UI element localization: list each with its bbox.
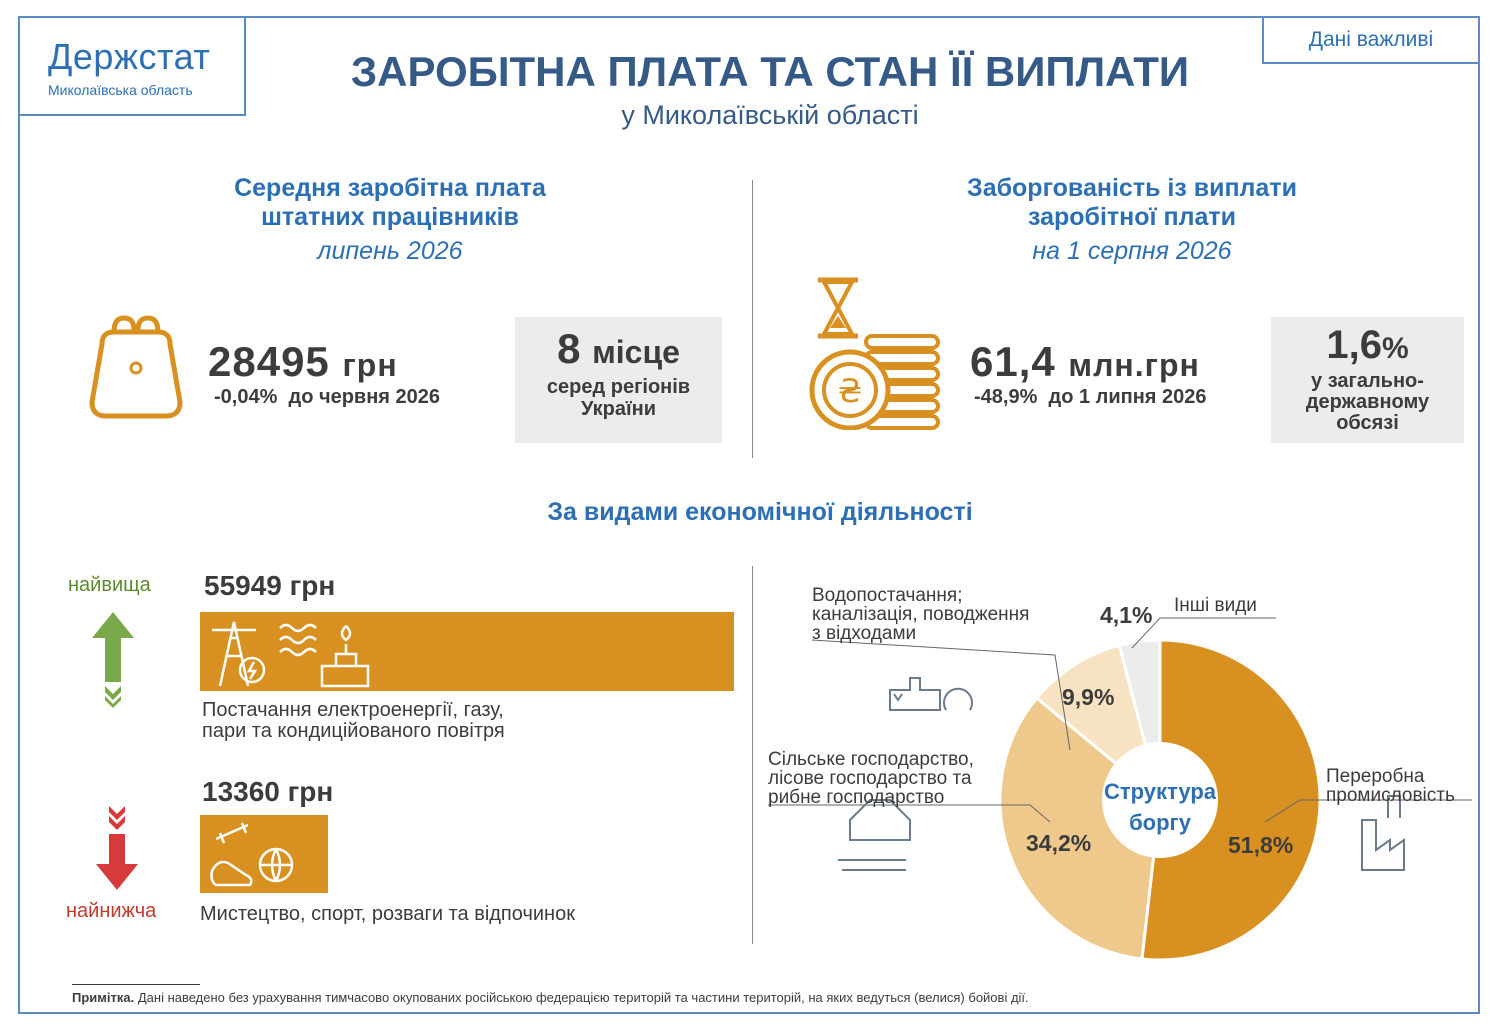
page-subtitle: у Миколаївській області — [621, 100, 919, 130]
sports-icons — [210, 822, 294, 887]
infographic-frame — [18, 16, 1480, 1014]
svg-text:₴: ₴ — [838, 372, 863, 410]
pct-other: 4,1% — [1100, 602, 1153, 628]
salary-heading: Середня заробітна плата штатних працівни… — [170, 174, 610, 232]
label-agriculture: Сільське господарство, лісове господарст… — [768, 750, 974, 807]
debt-heading-line2: заробітної плати — [1027, 203, 1237, 231]
label-manufacturing-line1: Переробна — [1326, 766, 1425, 787]
share-sign: % — [1381, 332, 1409, 365]
highest-desc-line2: пари та кондиційованого повітря — [202, 720, 505, 742]
hourglass-coins-icon: ₴ — [809, 277, 940, 430]
debt-value-line: 61,4 млн.грн — [970, 338, 1200, 386]
pie-slice-1 — [998, 695, 1162, 961]
debt-unit: млн.грн — [1068, 347, 1200, 383]
label-manufacturing: Переробна промисловість — [1326, 767, 1455, 805]
arrow-down-icon — [96, 806, 138, 890]
lowest-label: найнижча — [66, 900, 157, 922]
pct-manufacturing: 51,8% — [1228, 832, 1294, 858]
label-agriculture-line1: Сільське господарство, — [768, 749, 974, 770]
page-title: ЗАРОБІТНА ПЛАТА ТА СТАН ЇЇ ВИПЛАТИ — [350, 48, 1190, 95]
leader-manufacturing — [1264, 799, 1472, 823]
label-water: Водопостачання; каналізація, поводження … — [812, 586, 1029, 643]
share-main: 1,6% — [1271, 323, 1464, 371]
leader-other — [1131, 617, 1276, 649]
debt-value: 61,4 — [970, 338, 1056, 385]
label-water-line2: каналізація, поводження — [812, 604, 1030, 625]
pie-center-title: Структура боргу — [1100, 776, 1220, 838]
label-water-line1: Водопостачання; — [812, 585, 963, 606]
wallet-icon — [89, 315, 183, 419]
pie-center-line1: Структура — [1104, 779, 1216, 804]
rank-line2: України — [580, 398, 657, 420]
salary-value-line: 28495 грн — [208, 338, 398, 386]
debt-delta-text: до 1 липня 2026 — [1048, 386, 1207, 408]
logo-region: Миколаївська область — [48, 82, 193, 98]
label-manufacturing-line2: промисловість — [1326, 785, 1455, 806]
rank-number: 8 — [557, 325, 581, 372]
note-text: Дані наведено без урахування тимчасово о… — [137, 990, 1029, 1005]
note-separator — [72, 984, 200, 985]
factory-icon — [1361, 795, 1405, 871]
leader-agriculture — [768, 804, 1051, 823]
important-data-badge[interactable]: Дані важливі — [1262, 16, 1480, 64]
salary-delta: -0,04% до червня 2026 — [214, 386, 440, 409]
salary-value: 28495 — [208, 338, 330, 385]
divider — [752, 180, 753, 458]
highest-bar — [200, 612, 734, 691]
debt-heading-line1: Заборгованість із виплати — [967, 174, 1297, 202]
pie-center-line2: боргу — [1129, 810, 1191, 835]
water-icon — [889, 677, 973, 711]
lowest-value: 13360 грн — [202, 776, 334, 807]
debt-delta: -48,9% до 1 липня 2026 — [974, 386, 1207, 409]
share-line3: обсязі — [1336, 412, 1399, 434]
logo-name: Держстат — [48, 36, 211, 77]
salary-delta-text: до червня 2026 — [288, 386, 441, 408]
highest-label: найвища — [68, 574, 151, 596]
pie-legend-icons — [838, 677, 1405, 871]
note-label: Примітка. — [72, 990, 135, 1005]
lowest-desc: Мистецтво, спорт, розваги та відпочинок — [200, 903, 575, 925]
leader-water — [811, 639, 1071, 751]
debt-delta-pct: -48,9% — [974, 386, 1038, 408]
label-water-line3: з відходами — [812, 623, 917, 644]
salary-heading-line1: Середня заробітна плата — [234, 174, 546, 202]
farm-icon — [838, 799, 911, 871]
share-line2: державному — [1305, 391, 1430, 413]
rank-box: 8 місце серед регіонів України — [515, 317, 722, 443]
lowest-bar — [200, 815, 328, 893]
activity-section-title: За видами економічної діяльності — [547, 498, 973, 526]
share-box: 1,6% у загально- державному обсязі — [1271, 317, 1464, 443]
share-line1: у загально- — [1311, 370, 1424, 392]
highest-desc: Постачання електроенергії, газу, пари та… — [202, 700, 505, 742]
salary-delta-pct: -0,04% — [214, 386, 278, 408]
salary-heading-line2: штатних працівників — [261, 203, 519, 231]
arrow-up-icon — [92, 612, 134, 708]
bottom-divider — [752, 566, 753, 944]
salary-unit: грн — [342, 347, 398, 383]
highest-value: 55949 грн — [204, 570, 336, 601]
share-value: 1,6 — [1326, 323, 1382, 367]
salary-period: липень 2026 — [317, 237, 463, 265]
footnote: Примітка. Дані наведено без урахування т… — [72, 990, 1029, 1005]
logo[interactable]: Держстат Миколаївська область — [18, 16, 246, 116]
pie-slice-0 — [1140, 638, 1322, 962]
debt-heading: Заборгованість із виплати заробітної пла… — [900, 174, 1364, 232]
rank-main: 8 місце — [515, 325, 722, 376]
debt-period: на 1 серпня 2026 — [1032, 237, 1232, 265]
label-other: Інші види — [1174, 595, 1257, 616]
label-agriculture-line2: лісове господарство та — [768, 768, 972, 789]
debt-structure-chart — [768, 617, 1472, 962]
rank-word: місце — [592, 334, 680, 370]
pct-agriculture: 34,2% — [1026, 830, 1092, 856]
rank-line1: серед регіонів — [546, 376, 691, 398]
highest-desc-line1: Постачання електроенергії, газу, — [202, 699, 504, 721]
pie-hole — [1102, 742, 1218, 858]
label-agriculture-line3: рибне господарство — [768, 787, 945, 808]
pct-water: 9,9% — [1062, 684, 1115, 710]
energy-icons — [212, 621, 370, 688]
